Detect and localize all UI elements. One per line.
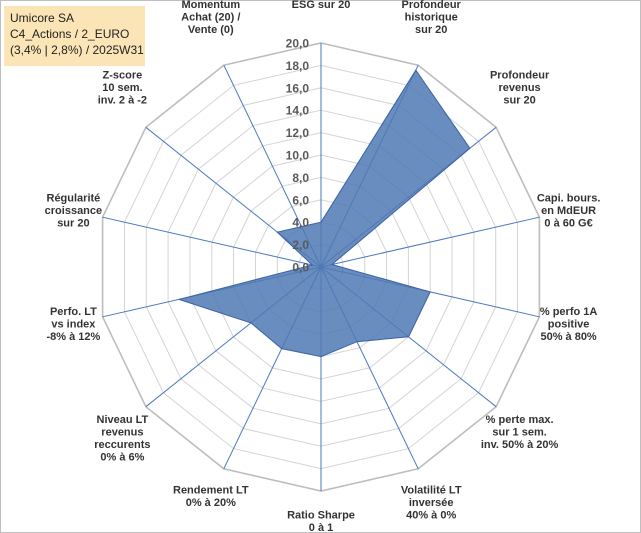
category-label: Volatilité LT inversée 40% à 0% (401, 484, 462, 521)
axis-line (320, 216, 540, 268)
radial-tick-label: 12,0 (286, 126, 310, 140)
radar-series (177, 69, 471, 358)
radial-tick-label: 16,0 (286, 81, 310, 95)
category-label: NoteESG sur 20 (292, 0, 351, 11)
category-label: % perfo 1A positive 50% à 80% (540, 306, 598, 343)
category-label: % perte max. sur 1 sem. inv. 50% à 20% (481, 414, 559, 451)
category-label: Rendement LT 0% à 20% (173, 484, 249, 509)
radial-tick-label: 6,0 (292, 193, 309, 207)
category-label: Profondeur revenus sur 20 (490, 70, 550, 107)
radial-tick-labels: 0,0 2,0 4,0 6,0 8,0 10,0 12,0 14,0 16,0 18,0 20,0 (286, 37, 310, 275)
category-label: Profondeur historique sur 20 (402, 0, 462, 36)
category-label: Z-score 10 sem. inv. 2 à -2 (98, 70, 147, 107)
series-area (177, 69, 471, 358)
radial-tick-label: 4,0 (292, 216, 309, 230)
performance-label: (3,4% | 2,8%) / 2025W31 (10, 43, 144, 57)
category-label: Niveau LT revenus reccurents 0% à 6% (94, 414, 150, 464)
category-label: Momentum Achat (20) / Vente (0) (181, 0, 240, 36)
radial-tick-label: 18,0 (286, 59, 310, 73)
radial-tick-label: 8,0 (292, 171, 309, 185)
category-label: Régularité croissance sur 20 (45, 193, 102, 230)
axis-line (102, 216, 322, 268)
info-box: Umicore SA C4_Actions / 2_EURO (3,4% | 2… (4, 6, 145, 66)
category-label: Ratio Sharpe 0 à 1 (287, 510, 355, 533)
radial-tick-label: 0,0 (292, 261, 309, 275)
category-label: Perfo. LT vs index -8% à 12% (46, 306, 100, 343)
radial-tick-label: 20,0 (286, 37, 310, 51)
category-label: Capi. bours. en MdEUR 0 à 60 G€ (537, 193, 601, 230)
radial-tick-label: 2,0 (292, 238, 309, 252)
company-name: Umicore SA (10, 11, 75, 25)
radial-tick-label: 14,0 (286, 104, 310, 118)
category-label: C4_Actions / 2_EURO (10, 27, 130, 41)
radial-tick-label: 10,0 (286, 149, 310, 163)
